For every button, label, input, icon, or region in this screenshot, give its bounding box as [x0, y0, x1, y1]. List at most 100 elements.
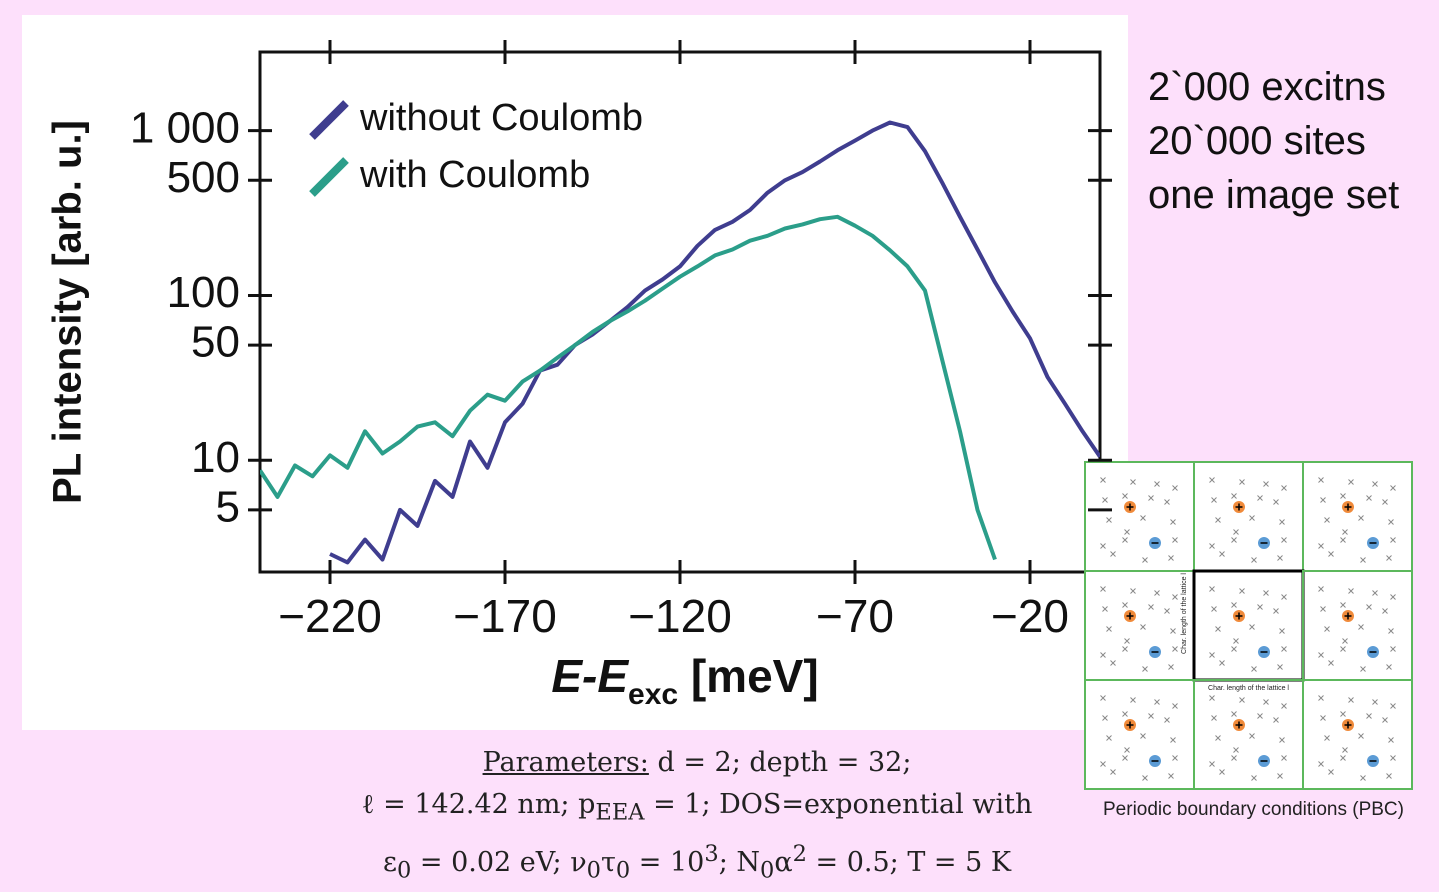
pbc-site: [1281, 755, 1287, 761]
pbc-site: [1263, 590, 1269, 596]
pbc-site: [1390, 537, 1396, 543]
side-notes: 2`000 excitns 20`000 sites one image set: [1148, 65, 1399, 217]
parameter-text: d = 2; depth = 32;: [648, 747, 912, 778]
pbc-site: [1154, 481, 1160, 487]
parameter-line: ℓ = 142.42 nm; pEEA = 1; DOS=exponential…: [197, 784, 1197, 833]
parameter-superscript: 2: [792, 841, 807, 868]
pbc-site: [1328, 660, 1334, 666]
pbc-site: [1342, 638, 1348, 644]
pbc-site: [1277, 773, 1283, 779]
pbc-hole-sign: [1126, 721, 1134, 729]
pbc-site: [1318, 695, 1324, 701]
pbc-site: [1100, 695, 1106, 701]
pbc-site: [1172, 755, 1178, 761]
pbc-site: [1130, 588, 1136, 594]
pbc-site: [1390, 594, 1396, 600]
y-tick-label: 50: [191, 318, 240, 367]
pbc-site: [1231, 493, 1237, 499]
x-label-unit: [meV]: [678, 650, 819, 702]
pbc-site: [1358, 515, 1364, 521]
pbc-site: [1279, 628, 1285, 634]
pbc-site: [1277, 555, 1283, 561]
pbc-site: [1102, 606, 1108, 612]
y-tick-label: 100: [167, 268, 240, 317]
pbc-caption: Periodic boundary conditions (PBC): [1103, 799, 1404, 820]
pbc-site: [1342, 529, 1348, 535]
plot-lines: [260, 120, 1100, 565]
pbc-site: [1251, 557, 1257, 563]
side-note: 2`000 excitns: [1148, 65, 1386, 109]
pbc-site: [1110, 551, 1116, 557]
pbc-site: [1211, 497, 1217, 503]
pbc-site: [1340, 711, 1346, 717]
pbc-hole-sign: [1235, 721, 1243, 729]
pbc-site: [1318, 586, 1324, 592]
pbc-site: [1390, 755, 1396, 761]
pbc-site: [1320, 606, 1326, 612]
y-tick-label: 1 000: [130, 103, 240, 152]
pbc-site: [1279, 737, 1285, 743]
legend-swatch: [309, 100, 349, 140]
pbc-site: [1154, 590, 1160, 596]
pbc-site: [1172, 703, 1178, 709]
pbc-site: [1164, 608, 1170, 614]
pbc-site: [1209, 586, 1215, 592]
y-tick-label: 500: [167, 153, 240, 202]
pbc-site: [1257, 604, 1263, 610]
x-tick-label: −20: [991, 590, 1069, 642]
pbc-site: [1100, 477, 1106, 483]
pbc-site: [1348, 697, 1354, 703]
pbc-site: [1340, 537, 1346, 543]
pbc-site: [1251, 666, 1257, 672]
pbc-hole-sign: [1344, 721, 1352, 729]
pbc-site: [1324, 626, 1330, 632]
pbc-lattice-label: Char. length of the lattice l: [1181, 573, 1188, 654]
pbc-site: [1148, 495, 1154, 501]
pbc-site: [1172, 537, 1178, 543]
parameter-line: ε0 = 0.02 eV; ν0τ0 = 103; N0α2 = 0.5; T …: [197, 833, 1197, 891]
x-tick-label: −120: [628, 590, 732, 642]
parameter-subscript: 0: [586, 857, 601, 884]
pbc-site: [1211, 606, 1217, 612]
pbc-site: [1257, 713, 1263, 719]
pbc-site: [1372, 699, 1378, 705]
legend-label: without Coulomb: [359, 97, 643, 139]
pbc-site: [1340, 755, 1346, 761]
pbc-site: [1122, 602, 1128, 608]
pbc-site: [1209, 477, 1215, 483]
parameter-subscript: 0: [760, 857, 775, 884]
pbc-site: [1231, 711, 1237, 717]
pbc-bg: [1084, 461, 1413, 790]
x-tick-label: −220: [278, 590, 382, 642]
pbc-site: [1233, 529, 1239, 535]
pbc-site: [1209, 761, 1215, 767]
pbc-site: [1360, 775, 1366, 781]
pbc-site: [1130, 697, 1136, 703]
pbc-site: [1231, 602, 1237, 608]
pbc-site: [1219, 551, 1225, 557]
pbc-site: [1366, 495, 1372, 501]
pbc-site: [1100, 586, 1106, 592]
pbc-cell: [1302, 679, 1413, 790]
pbc-site: [1281, 537, 1287, 543]
pbc-site: [1257, 495, 1263, 501]
pbc-lattice-label: Char. length of the lattice l: [1208, 685, 1289, 692]
pbc-site: [1348, 588, 1354, 594]
x-tick-label: −70: [816, 590, 894, 642]
side-note: one image set: [1148, 173, 1399, 217]
pbc-site: [1233, 638, 1239, 644]
pbc-site: [1386, 664, 1392, 670]
y-tick-label: 5: [216, 483, 240, 532]
pbc-site: [1328, 769, 1334, 775]
pbc-site: [1215, 517, 1221, 523]
pbc-site: [1124, 638, 1130, 644]
pbc-site: [1122, 755, 1128, 761]
pbc-site: [1170, 519, 1176, 525]
parameter-subscript: 0: [615, 857, 631, 884]
pbc-site: [1172, 646, 1178, 652]
pbc-site: [1249, 515, 1255, 521]
pbc-site: [1140, 624, 1146, 630]
pbc-site: [1366, 713, 1372, 719]
pbc-hole-sign: [1344, 503, 1352, 511]
pbc-site: [1279, 519, 1285, 525]
